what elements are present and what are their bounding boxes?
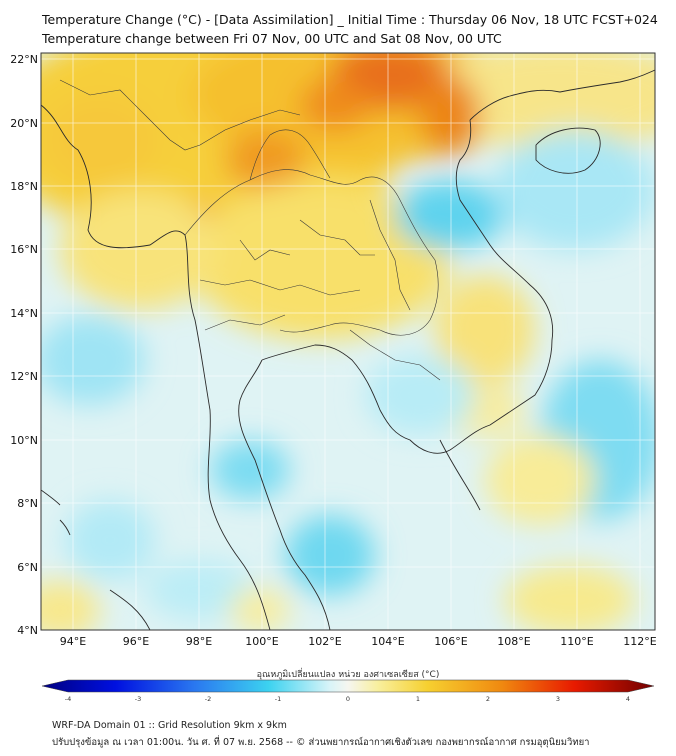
latitude-axis: 22°N 20°N 18°N 16°N 14°N 12°N 10°N 8°N 6… — [10, 53, 38, 637]
lat-label: 20°N — [10, 117, 38, 130]
lon-label: 108°E — [497, 635, 530, 648]
lat-label: 10°N — [10, 434, 38, 447]
lat-label: 4°N — [17, 624, 38, 637]
lat-label: 14°N — [10, 307, 38, 320]
admin-borders — [59, 79, 441, 381]
lon-label: 106°E — [434, 635, 467, 648]
colorbar-tick: -2 — [205, 695, 211, 703]
lon-label: 110°E — [560, 635, 593, 648]
lon-label: 112°E — [623, 635, 656, 648]
lon-label: 100°E — [245, 635, 278, 648]
lat-label: 22°N — [10, 53, 38, 66]
colorbar-tick: 0 — [346, 695, 350, 703]
colorbar: อุณหภูมิเปลี่ยนแปลง หน่วย องศาเซลเซียส (… — [41, 667, 655, 703]
credit-line: ปรับปรุงข้อมูล ณ เวลา 01:00น. วัน ศ. ที่… — [52, 737, 590, 748]
lon-label: 98°E — [186, 635, 212, 648]
map-subtitle: Temperature change between Fri 07 Nov, 0… — [42, 31, 502, 46]
map-frame — [40, 52, 656, 631]
lat-label: 18°N — [10, 180, 38, 193]
colorbar-label: อุณหภูมิเปลี่ยนแปลง หน่วย องศาเซลเซียส (… — [257, 667, 440, 680]
lat-label: 16°N — [10, 243, 38, 256]
lon-label: 102°E — [308, 635, 341, 648]
lat-label: 6°N — [17, 561, 38, 574]
colorbar-tick: 2 — [486, 695, 490, 703]
temperature-field — [41, 53, 655, 630]
lon-label: 96°E — [123, 635, 149, 648]
lat-label: 8°N — [17, 497, 38, 510]
colorbar-tick: -1 — [275, 695, 281, 703]
colorbar-ticks: -4 -3 -2 -1 0 1 2 3 4 — [65, 695, 630, 703]
coastlines — [41, 69, 655, 630]
map-title: Temperature Change (°C) - [Data Assimila… — [42, 12, 658, 27]
longitude-axis: 94°E 96°E 98°E 100°E 102°E 104°E 106°E 1… — [60, 635, 657, 648]
colorbar-tick: -4 — [65, 695, 71, 703]
model-info: WRF-DA Domain 01 :: Grid Resolution 9km … — [52, 720, 287, 731]
colorbar-tick: 4 — [626, 695, 630, 703]
lon-label: 104°E — [371, 635, 404, 648]
colorbar-tick: 1 — [416, 695, 420, 703]
colorbar-scale — [41, 679, 655, 693]
colorbar-tick: 3 — [556, 695, 560, 703]
lon-label: 94°E — [60, 635, 86, 648]
lat-label: 12°N — [10, 370, 38, 383]
colorbar-tick: -3 — [135, 695, 141, 703]
